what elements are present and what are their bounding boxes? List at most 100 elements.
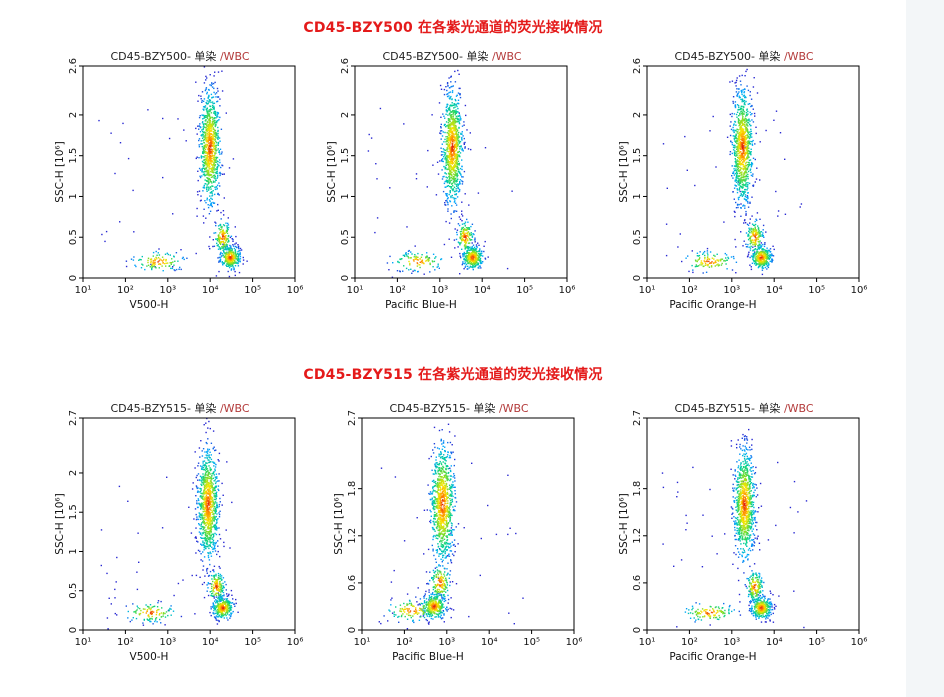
data-point	[759, 265, 761, 268]
data-point	[734, 129, 736, 131]
data-point	[199, 456, 201, 458]
data-point	[228, 254, 230, 256]
data-point	[763, 253, 765, 255]
data-point	[750, 229, 752, 231]
data-point	[726, 268, 728, 270]
data-point	[196, 133, 198, 135]
data-point	[750, 242, 753, 244]
data-point	[768, 263, 770, 265]
data-point	[213, 163, 215, 165]
data-point	[196, 474, 198, 477]
data-point	[200, 134, 202, 137]
data-point	[784, 213, 787, 215]
data-point	[453, 174, 456, 176]
data-point	[206, 163, 208, 165]
data-point	[757, 227, 760, 230]
data-point	[749, 91, 751, 93]
data-point	[455, 95, 458, 97]
data-point	[475, 250, 478, 253]
data-point	[752, 224, 755, 226]
data-point	[234, 259, 236, 262]
data-point	[734, 104, 736, 107]
data-point	[207, 121, 209, 123]
data-point	[744, 165, 746, 167]
data-point	[450, 149, 452, 152]
data-point	[741, 91, 743, 94]
data-point	[706, 247, 709, 250]
data-point	[446, 95, 449, 98]
data-point	[700, 260, 703, 262]
data-point	[466, 238, 469, 240]
data-point	[464, 247, 467, 250]
data-point	[706, 252, 709, 254]
data-point	[165, 260, 167, 262]
data-point	[242, 256, 244, 259]
data-point	[215, 96, 217, 98]
data-point	[214, 186, 216, 188]
data-point	[420, 256, 423, 258]
data-point	[205, 79, 207, 81]
data-point	[759, 257, 761, 259]
data-point	[747, 155, 749, 157]
data-point	[469, 255, 471, 258]
data-point	[741, 185, 743, 188]
data-point	[205, 183, 207, 185]
data-point	[151, 268, 153, 271]
data-point	[744, 131, 746, 134]
data-point	[747, 141, 749, 144]
data-point	[211, 164, 213, 166]
data-point	[754, 233, 757, 235]
data-point	[695, 265, 698, 268]
data-point	[466, 252, 469, 254]
data-point	[461, 215, 464, 217]
data-point	[745, 172, 747, 174]
data-point	[229, 256, 231, 258]
data-point	[458, 150, 460, 153]
data-point	[750, 98, 753, 100]
data-point	[447, 132, 450, 134]
data-point	[166, 262, 169, 264]
data-point	[746, 151, 748, 153]
data-point	[220, 211, 222, 214]
data-point	[154, 263, 156, 265]
data-point	[461, 237, 464, 240]
data-point	[446, 125, 448, 127]
data-point	[206, 199, 208, 201]
data-point	[465, 246, 467, 248]
data-point	[214, 550, 217, 552]
data-point	[160, 259, 162, 261]
data-point	[447, 137, 450, 140]
data-point	[702, 272, 704, 274]
data-point	[745, 130, 747, 133]
data-point	[223, 173, 225, 175]
data-point	[212, 128, 214, 130]
data-point	[449, 161, 451, 163]
data-point	[210, 186, 212, 188]
data-point	[208, 131, 211, 133]
data-point	[207, 583, 210, 585]
data-point	[201, 134, 203, 136]
data-point	[216, 477, 218, 479]
data-point	[451, 98, 453, 101]
data-point	[212, 106, 214, 109]
data-point	[739, 96, 741, 99]
data-point	[734, 211, 736, 213]
data-point	[760, 244, 762, 246]
data-point	[182, 256, 184, 259]
data-point	[465, 232, 467, 234]
data-point	[451, 134, 454, 137]
data-point	[201, 135, 203, 137]
data-point	[466, 239, 469, 242]
data-point	[227, 255, 230, 257]
data-point	[421, 261, 424, 263]
data-point	[220, 173, 222, 175]
data-point	[454, 133, 456, 136]
data-point	[451, 150, 454, 152]
data-point	[758, 246, 761, 249]
data-point	[212, 430, 215, 432]
data-point	[210, 145, 212, 147]
data-point	[232, 266, 234, 268]
data-point	[455, 138, 457, 140]
data-point	[743, 147, 745, 149]
data-point	[180, 615, 183, 618]
